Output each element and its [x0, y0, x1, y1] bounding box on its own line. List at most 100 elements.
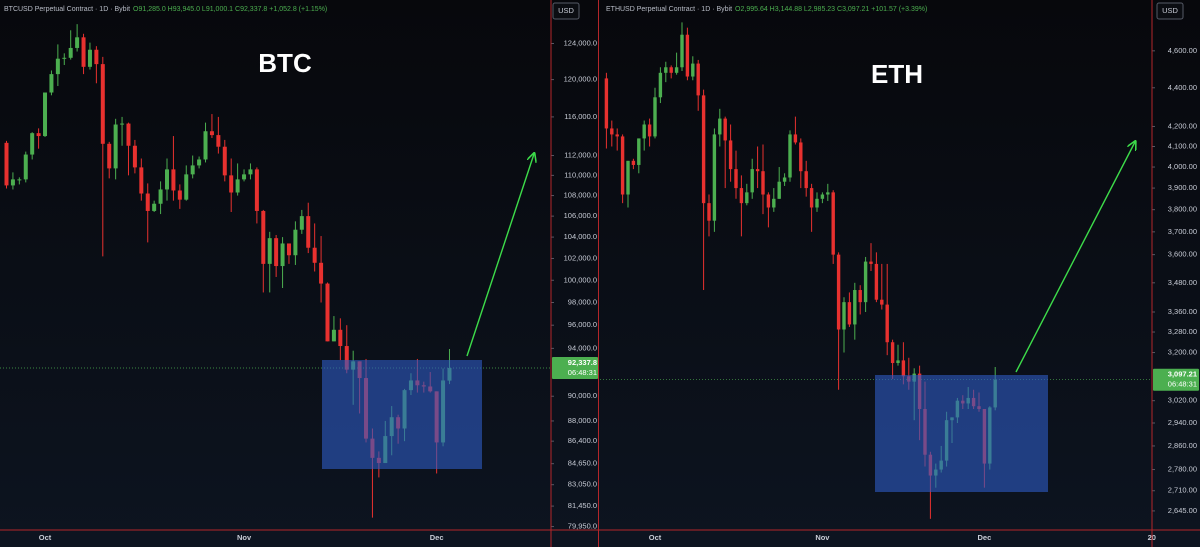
plot-layer: 124,000.0 120,000.0 116,000.0 112,000.0 110,…	[0, 22, 1199, 542]
candle-body	[325, 283, 330, 342]
y-tick-label: 4,600.00	[1168, 46, 1197, 55]
candle-body	[120, 123, 125, 125]
candle-body	[761, 171, 765, 195]
y-tick-label: 3,480.00	[1168, 278, 1197, 287]
candle-body	[718, 118, 722, 135]
currency[interactable]: USD	[1162, 6, 1178, 15]
candle-body	[691, 63, 695, 77]
currency-button[interactable]	[552, 2, 580, 20]
y-tick-label: 79,950.0	[568, 522, 597, 531]
candle-body	[885, 304, 889, 343]
currency[interactable]: USD	[558, 6, 574, 15]
candle-body	[87, 49, 92, 67]
candle-body	[782, 177, 787, 182]
y-tick-label: 3,900.00	[1168, 183, 1197, 192]
y-tick-label: 84,650.0	[568, 459, 597, 468]
y-tick-label: 102,000.0	[564, 253, 597, 262]
candle-body	[55, 58, 60, 75]
candle-body	[880, 299, 884, 305]
candle-body	[171, 169, 176, 191]
candle-body	[674, 67, 679, 73]
candle-body	[610, 128, 614, 135]
y-tick-label: 120,000.0	[564, 75, 597, 84]
y-tick-label: 3,600.00	[1168, 250, 1197, 259]
candle-body	[203, 131, 208, 160]
candle-body	[139, 167, 144, 194]
candle-body	[165, 169, 169, 190]
candle-body	[190, 165, 195, 175]
currency-button[interactable]	[1156, 2, 1184, 20]
candle-body	[158, 189, 163, 204]
candle-body	[10, 179, 15, 186]
candle-body	[312, 247, 317, 263]
candle-body	[17, 179, 22, 181]
y-tick-label: 81,450.0	[568, 501, 597, 510]
y-tick-label: 2,780.00	[1168, 465, 1197, 474]
candle-body	[755, 169, 760, 172]
candle-body	[712, 134, 717, 221]
candle-body	[858, 290, 862, 303]
candle-body	[901, 360, 906, 377]
candle-body	[874, 263, 879, 300]
candle-body	[723, 118, 727, 141]
candle-body	[306, 216, 311, 248]
x-tick-label: Dec	[430, 533, 444, 542]
y-tick-label: 4,000.00	[1168, 162, 1197, 171]
candle-body	[680, 34, 684, 68]
y-tick-label: 3,020.00	[1168, 396, 1197, 405]
candle-body	[299, 216, 304, 230]
candle-body	[653, 97, 657, 137]
y-tick-label: 86,400.0	[568, 436, 597, 445]
candle-body	[647, 124, 652, 137]
candle-body	[853, 290, 857, 325]
candle-body	[869, 261, 873, 264]
candle-body	[685, 34, 690, 77]
candle-body	[604, 78, 609, 129]
candle-body	[113, 124, 118, 169]
candle-body	[267, 238, 272, 264]
candle-body	[68, 47, 73, 58]
candle-body	[49, 74, 54, 93]
candle-body	[809, 188, 814, 208]
candle-body	[615, 134, 619, 137]
candle-body	[815, 198, 819, 208]
countdown: 06:48:31	[1168, 380, 1197, 389]
candle-body	[248, 169, 253, 175]
candle-body	[804, 171, 808, 189]
candle-body	[293, 229, 298, 256]
y-tick-label: 90,000.0	[568, 391, 597, 400]
candle-body	[338, 329, 343, 347]
candle-body	[254, 169, 259, 211]
candle-body	[896, 360, 900, 364]
candle-body	[75, 37, 80, 48]
candle-body	[107, 143, 112, 169]
candle-body	[235, 179, 240, 193]
candle-body	[696, 63, 700, 96]
y-tick-label: 2,860.00	[1168, 441, 1197, 450]
candle-body	[4, 142, 9, 186]
candle-body	[642, 124, 646, 139]
y-tick-label: 96,000.0	[568, 320, 597, 329]
x-tick-label: Nov	[815, 533, 830, 542]
countdown: 06:48:31	[568, 368, 597, 377]
candle-body	[820, 194, 825, 199]
candle-body	[81, 37, 86, 67]
x-tick-label: Nov	[237, 533, 252, 542]
candle-body	[222, 146, 227, 176]
candle-body	[701, 95, 706, 204]
candle-body	[286, 243, 291, 256]
candle-body	[626, 160, 630, 195]
y-tick-label: 3,360.00	[1168, 307, 1197, 316]
candle-body	[132, 145, 137, 168]
y-tick-label: 106,000.0	[564, 211, 597, 220]
y-tick-label: 4,100.00	[1168, 141, 1197, 150]
candle-body	[62, 57, 67, 59]
last-price-tag	[552, 357, 598, 380]
y-tick-label: 94,000.0	[568, 343, 597, 352]
y-tick-label: 2,645.00	[1168, 506, 1197, 515]
candle-body	[229, 175, 234, 193]
candle-body	[620, 136, 625, 195]
candle-body	[631, 160, 636, 165]
candle-body	[43, 92, 48, 137]
candle-body	[863, 261, 868, 303]
